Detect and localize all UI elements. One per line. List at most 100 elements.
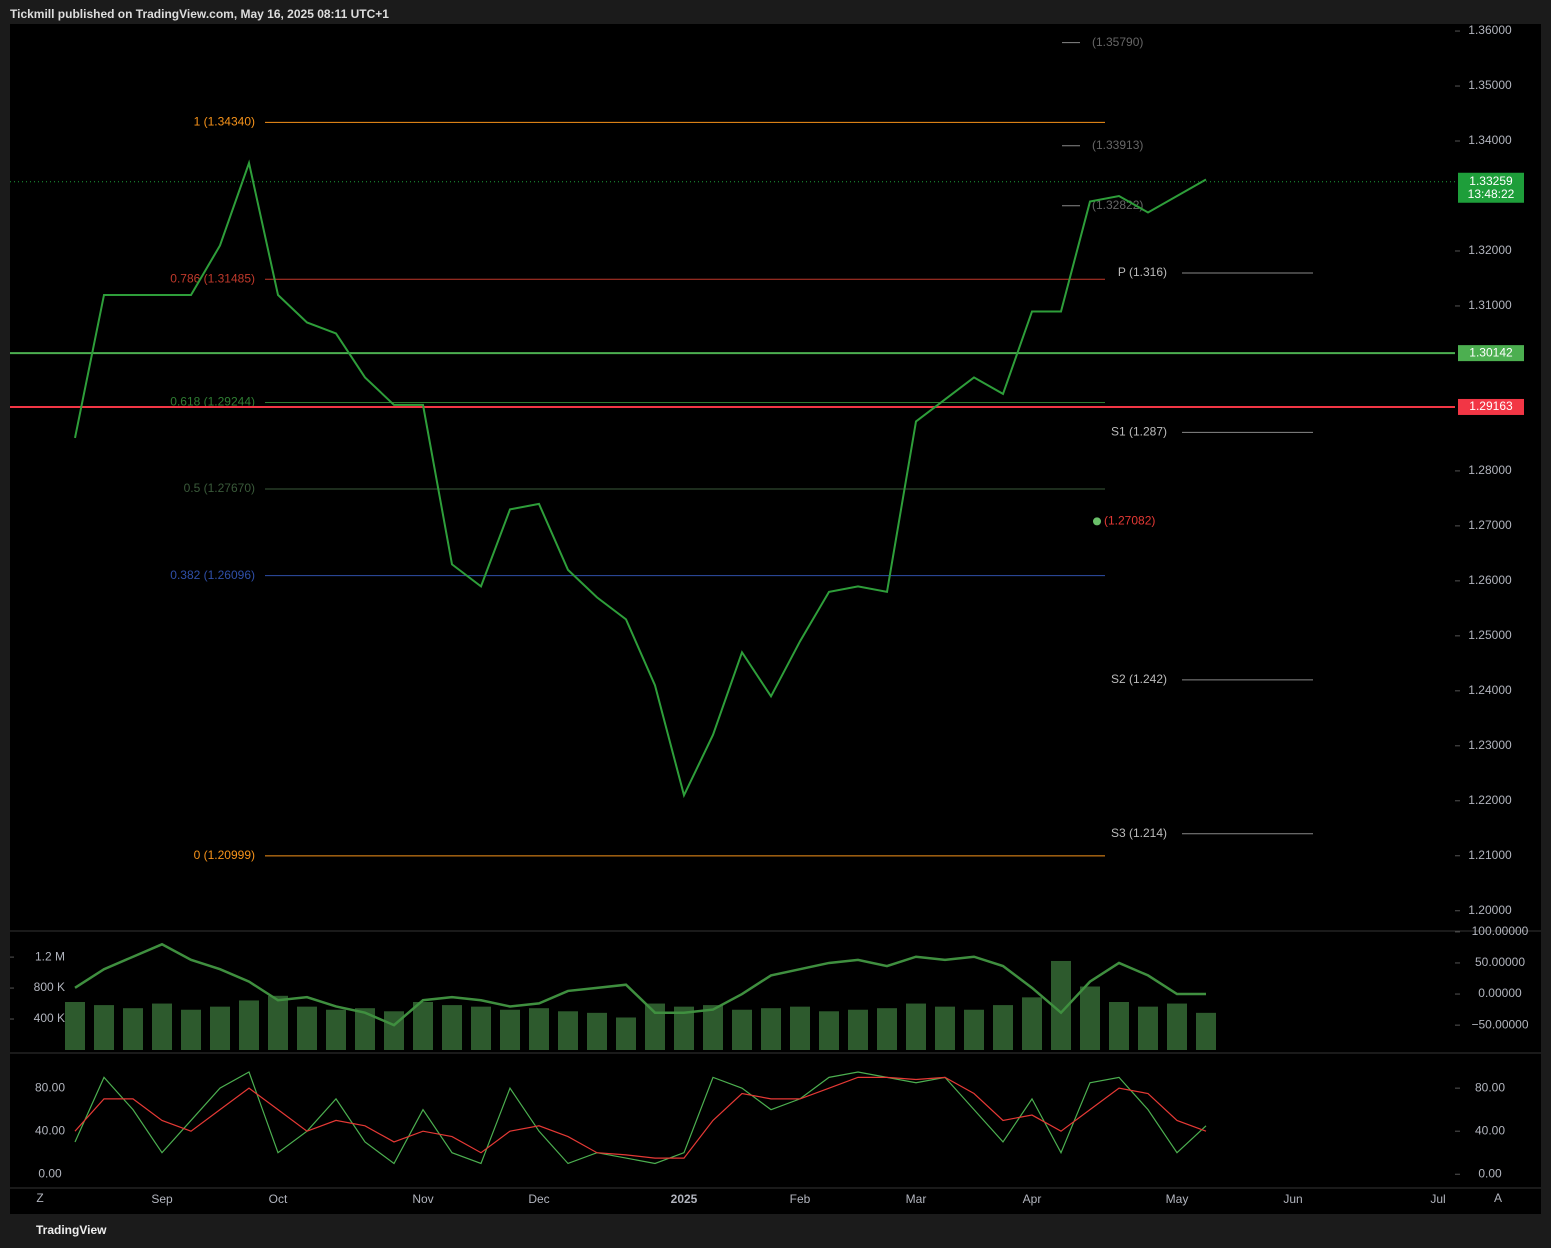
level-label: 1.29163 <box>1469 399 1513 413</box>
y-tick-label: 1.21000 <box>1468 848 1512 862</box>
volume-bar <box>819 1011 839 1050</box>
volume-bar <box>616 1017 636 1050</box>
x-tick-label: Apr <box>1023 1192 1042 1206</box>
volume-bar <box>848 1009 868 1050</box>
x-tick-label: Nov <box>412 1192 433 1206</box>
volume-bar <box>558 1011 578 1050</box>
volume-bar <box>268 995 288 1050</box>
oscillator-line <box>74 1076 1207 1159</box>
x-tick-label: Oct <box>269 1192 288 1206</box>
y-tick-label: 1.25000 <box>1468 628 1512 642</box>
y-tick-label: 1.35000 <box>1468 78 1512 92</box>
volume-bar <box>1051 960 1071 1050</box>
volume-bar <box>993 1005 1013 1050</box>
volume-bar <box>384 1011 404 1050</box>
volume-bar <box>1138 1006 1158 1050</box>
y-tick-label-left: 80.00 <box>35 1080 65 1094</box>
volume-bar <box>500 1009 520 1050</box>
x-tick-label: Mar <box>906 1192 927 1206</box>
volume-bar <box>1167 1003 1187 1050</box>
volume-bar <box>326 1009 346 1050</box>
volume-bar <box>1080 986 1100 1050</box>
y2-tick-label: −50.00000 <box>1471 1017 1528 1031</box>
auto-button[interactable]: A <box>1494 1191 1502 1205</box>
y-tick-label: 0.00 <box>1478 1166 1502 1180</box>
volume-bar <box>1109 1002 1129 1050</box>
volume-bar <box>471 1006 491 1050</box>
y-tick-label: 1.31000 <box>1468 298 1512 312</box>
volume-bar <box>297 1006 317 1050</box>
x-tick-label: May <box>1166 1192 1189 1206</box>
countdown-label: 13:48:22 <box>1468 187 1515 201</box>
header-text: Tickmill published on TradingView.com, M… <box>10 7 389 21</box>
y-tick-label: 1.20000 <box>1468 903 1512 917</box>
volume-bar <box>442 1005 462 1050</box>
volume-bar <box>790 1006 810 1050</box>
volume-bar <box>732 1009 752 1050</box>
volume-bar <box>94 1005 114 1050</box>
x-tick-label: Dec <box>528 1192 549 1206</box>
volume-bar <box>761 1008 781 1050</box>
price-line <box>74 159 1207 799</box>
volume-bar <box>964 1009 984 1050</box>
volume-bar <box>1196 1012 1216 1050</box>
fib-label: 1 (1.34340) <box>194 114 255 128</box>
y-tick-label: 80.00 <box>1475 1080 1505 1094</box>
volume-bar <box>181 1009 201 1050</box>
level-tag <box>1458 345 1524 362</box>
level-tag <box>1458 398 1524 415</box>
x-tick-label: Jul <box>1430 1192 1445 1206</box>
pivot-label: (1.35790) <box>1092 35 1143 49</box>
y-tick-label: 1.2 M <box>35 949 65 963</box>
low-marker <box>1093 517 1101 526</box>
y2-tick-label: 100.00000 <box>1472 924 1529 938</box>
y-tick-label: 1.34000 <box>1468 133 1512 147</box>
y-tick-label: 1.32000 <box>1468 243 1512 257</box>
volume-bar <box>210 1006 230 1050</box>
volume-bar <box>152 1003 172 1050</box>
y-tick-label: 1.27000 <box>1468 518 1512 532</box>
y-tick-label: 1.22000 <box>1468 793 1512 807</box>
fib-label: 0.786 (1.31485) <box>170 271 255 285</box>
volume-bar <box>65 1002 85 1050</box>
volume-bar <box>123 1008 143 1050</box>
y-tick-label: 1.28000 <box>1468 463 1512 477</box>
volume-bar <box>239 1000 259 1050</box>
volume-bar <box>906 1003 926 1050</box>
pivot-label: P (1.316) <box>1118 265 1167 279</box>
volume-bar <box>413 1002 433 1050</box>
y-tick-label: 800 K <box>34 980 65 994</box>
pivot-label: S3 (1.214) <box>1111 826 1167 840</box>
zoom-button[interactable]: Z <box>36 1191 43 1205</box>
volume-bar <box>674 1006 694 1050</box>
pivot-label: S1 (1.287) <box>1111 425 1167 439</box>
volume-bar <box>529 1008 549 1050</box>
volume-bar <box>645 1003 665 1050</box>
y-tick-label: 1.24000 <box>1468 683 1512 697</box>
y-tick-label: 1.36000 <box>1468 23 1512 37</box>
fib-label: 0 (1.20999) <box>194 848 255 862</box>
y-tick-label: 1.26000 <box>1468 573 1512 587</box>
volume-bar <box>355 1008 375 1050</box>
level-label: 1.30142 <box>1469 345 1513 359</box>
oscillator-line <box>74 942 1206 1027</box>
volume-bar <box>1022 997 1042 1050</box>
brand: TradingView <box>36 1223 107 1237</box>
y-tick-label-left: 40.00 <box>35 1123 65 1137</box>
low-marker-label: (1.27082) <box>1104 514 1155 528</box>
last-price-tag <box>1458 172 1524 203</box>
fib-label: 0.5 (1.27670) <box>184 481 255 495</box>
oscillator-line <box>74 1071 1207 1165</box>
x-tick-label: Sep <box>151 1192 173 1206</box>
volume-bar <box>587 1012 607 1050</box>
y-tick-label: 400 K <box>34 1011 65 1025</box>
y-tick-label-left: 0.00 <box>38 1166 62 1180</box>
volume-bar <box>703 1005 723 1050</box>
x-tick-label: Jun <box>1283 1192 1302 1206</box>
y2-tick-label: 50.00000 <box>1475 955 1525 969</box>
y-tick-label: 40.00 <box>1475 1123 1505 1137</box>
x-tick-label: 2025 <box>671 1192 698 1206</box>
fib-label: 0.618 (1.29244) <box>170 395 255 409</box>
